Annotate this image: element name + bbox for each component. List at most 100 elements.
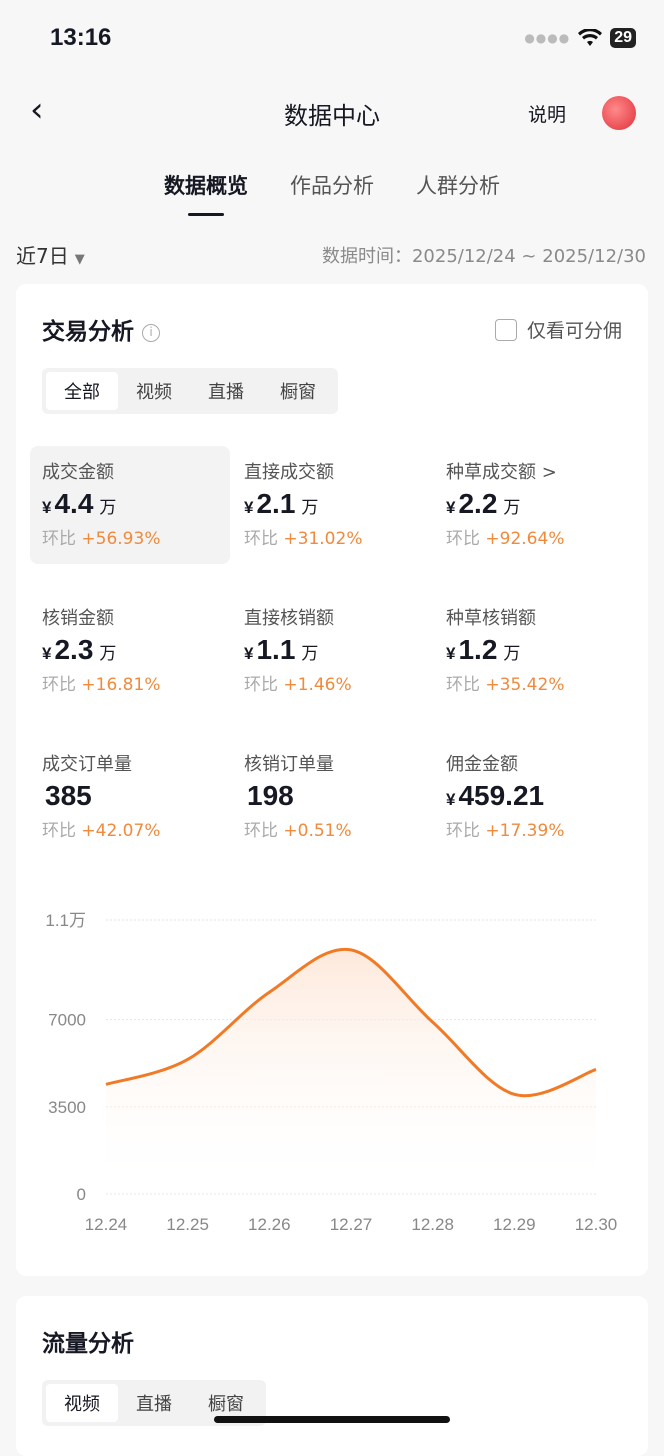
- metric-value: 198: [244, 780, 420, 812]
- metric-number: 2.2: [458, 488, 498, 519]
- metric-value: ¥459.21: [446, 780, 622, 812]
- metric-value: ¥4.4 万: [42, 488, 218, 520]
- metric-card[interactable]: 成交金额 ¥4.4 万 环比 +56.93%: [30, 446, 230, 564]
- trade-title-text: 交易分析: [42, 319, 134, 345]
- explain-link[interactable]: 说明: [527, 104, 566, 126]
- segment-live[interactable]: 直播: [136, 1394, 172, 1415]
- metric-change: 环比 +92.64%: [446, 524, 622, 549]
- change-value: +17.39%: [485, 821, 565, 841]
- metric-label: 佣金金额: [446, 754, 518, 775]
- trade-chart: 0 3500 7000 1.1万 12.24 12.25 12.26 12.27 12.28 12…: [45, 911, 618, 1234]
- range-dropdown[interactable]: 近7日 ▼: [16, 240, 85, 269]
- change-value: +16.81%: [81, 675, 161, 695]
- wifi-icon: [578, 29, 603, 46]
- trade-card: 交易分析 i 仅看可分佣 全部 视频 直播 橱窗 成交金额 ¥4.4 万 环比 +5…: [16, 284, 648, 1276]
- metric-change: 环比 +17.39%: [446, 816, 622, 841]
- segment-window[interactable]: 橱窗: [280, 382, 316, 403]
- metric-card[interactable]: 直接成交额 ¥2.1 万 环比 +31.02%: [232, 446, 432, 564]
- metric-unit: 万: [503, 644, 521, 663]
- checkbox-icon[interactable]: [494, 318, 517, 341]
- caret-down-icon: ▼: [74, 252, 85, 267]
- assistant-avatar-icon[interactable]: [602, 96, 636, 130]
- metric-currency: ¥: [446, 644, 456, 663]
- segment-live[interactable]: 直播: [208, 382, 244, 403]
- metric-currency: ¥: [42, 644, 52, 663]
- metric-label: 直接核销额: [244, 608, 334, 629]
- change-value: +92.64%: [485, 529, 565, 549]
- metric-label: 直接成交额: [244, 462, 334, 483]
- metric-change: 环比 +16.81%: [42, 670, 218, 695]
- traffic-card: 流量分析 视频 直播 橱窗: [16, 1296, 648, 1456]
- tab-overview[interactable]: 数据概览: [164, 170, 248, 216]
- metric-number: 1.1: [256, 634, 296, 665]
- metric-label: 种草核销额: [446, 608, 536, 629]
- metric-number: 2.1: [256, 488, 296, 519]
- metric-value: 385: [42, 780, 218, 812]
- range-label: 近7日: [16, 244, 69, 268]
- trade-segment: 全部 视频 直播 橱窗: [42, 368, 338, 414]
- metric-unit: 万: [301, 644, 319, 663]
- change-value: +31.02%: [283, 529, 363, 549]
- metric-card[interactable]: 种草成交额 > ¥2.2 万 环比 +92.64%: [434, 446, 634, 564]
- metric-number: 2.3: [54, 634, 94, 665]
- status-icons: ●●●● 29: [524, 28, 636, 48]
- x-tick-label: 12.29: [493, 1215, 536, 1234]
- change-label: 环比: [244, 529, 278, 549]
- metric-card[interactable]: 核销金额 ¥2.3 万 环比 +16.81%: [30, 592, 230, 710]
- y-tick-label: 1.1万: [45, 911, 86, 930]
- change-label: 环比: [446, 821, 480, 841]
- metric-number: 1.2: [458, 634, 498, 665]
- metric-card[interactable]: 种草核销额 ¥1.2 万 环比 +35.42%: [434, 592, 634, 710]
- metric-unit: 万: [301, 498, 319, 517]
- change-label: 环比: [244, 675, 278, 695]
- metric-card[interactable]: 成交订单量 385 环比 +42.07%: [30, 738, 230, 856]
- tab-works[interactable]: 作品分析: [290, 174, 374, 198]
- metric-card[interactable]: 直接核销额 ¥1.1 万 环比 +1.46%: [232, 592, 432, 710]
- change-value: +35.42%: [485, 675, 565, 695]
- metric-label: 成交金额: [42, 462, 114, 483]
- segment-all[interactable]: 全部: [46, 372, 118, 410]
- segment-video[interactable]: 视频: [46, 1384, 118, 1422]
- signal-icon: ●●●●: [524, 31, 571, 45]
- change-label: 环比: [42, 529, 76, 549]
- x-tick-label: 12.28: [411, 1215, 454, 1234]
- area-fill: [106, 949, 596, 1194]
- metric-change: 环比 +56.93%: [42, 524, 218, 549]
- segment-window[interactable]: 橱窗: [208, 1394, 244, 1415]
- y-tick-label: 7000: [48, 1011, 86, 1030]
- change-label: 环比: [446, 529, 480, 549]
- tab-audience[interactable]: 人群分析: [416, 174, 500, 198]
- metric-card[interactable]: 佣金金额 ¥459.21 环比 +17.39%: [434, 738, 634, 856]
- change-value: +1.46%: [283, 675, 352, 695]
- metric-number: 4.4: [54, 488, 94, 519]
- back-icon[interactable]: ‹: [30, 90, 44, 130]
- metric-number: 198: [247, 780, 294, 811]
- x-tick-label: 12.25: [166, 1215, 209, 1234]
- metric-value: ¥1.1 万: [244, 634, 420, 666]
- metric-number: 459.21: [458, 780, 545, 811]
- nav-bar: ‹ 数据中心 说明: [0, 90, 664, 136]
- change-value: +42.07%: [81, 821, 161, 841]
- checkbox-label: 仅看可分佣: [526, 320, 622, 342]
- y-tick-label: 3500: [48, 1098, 86, 1117]
- change-label: 环比: [244, 821, 278, 841]
- metric-change: 环比 +35.42%: [446, 670, 622, 695]
- metric-card[interactable]: 核销订单量 198 环比 +0.51%: [232, 738, 432, 856]
- segment-video[interactable]: 视频: [136, 382, 172, 403]
- metric-currency: ¥: [446, 790, 456, 809]
- metric-label: 核销金额: [42, 608, 114, 629]
- trade-title: 交易分析 i: [42, 312, 160, 346]
- info-icon[interactable]: i: [142, 324, 160, 342]
- metric-label: 种草成交额 >: [446, 462, 557, 483]
- change-value: +56.93%: [81, 529, 161, 549]
- home-indicator[interactable]: [214, 1416, 450, 1423]
- x-tick-label: 12.24: [85, 1215, 128, 1234]
- commission-checkbox[interactable]: 仅看可分佣: [494, 316, 622, 343]
- metric-currency: ¥: [42, 498, 52, 517]
- metric-change: 环比 +0.51%: [244, 816, 420, 841]
- change-label: 环比: [446, 675, 480, 695]
- x-tick-label: 12.30: [575, 1215, 618, 1234]
- change-value: +0.51%: [283, 821, 352, 841]
- x-tick-label: 12.27: [330, 1215, 373, 1234]
- metric-value: ¥2.1 万: [244, 488, 420, 520]
